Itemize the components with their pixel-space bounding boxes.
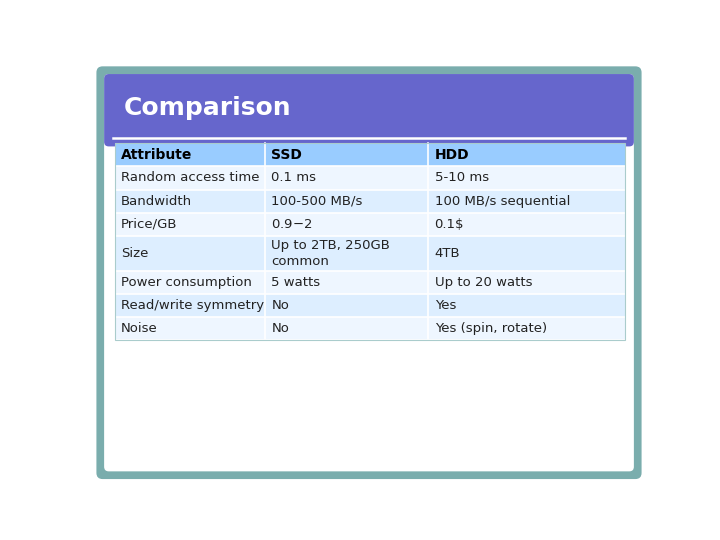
Text: HDD: HDD bbox=[435, 148, 469, 162]
Text: 100 MB/s sequential: 100 MB/s sequential bbox=[435, 194, 570, 207]
Text: 100-500 MB/s: 100-500 MB/s bbox=[271, 194, 363, 207]
FancyBboxPatch shape bbox=[104, 74, 634, 146]
Text: Up to 20 watts: Up to 20 watts bbox=[435, 276, 532, 289]
Text: Yes (spin, rotate): Yes (spin, rotate) bbox=[435, 322, 546, 335]
Text: Price/GB: Price/GB bbox=[121, 218, 178, 231]
Bar bbox=[115, 143, 625, 340]
Text: Power consumption: Power consumption bbox=[121, 276, 252, 289]
Text: No: No bbox=[271, 322, 289, 335]
Bar bbox=[115, 190, 625, 213]
Bar bbox=[115, 236, 625, 271]
Text: No: No bbox=[271, 299, 289, 312]
Bar bbox=[115, 166, 625, 190]
Text: 4TB: 4TB bbox=[435, 247, 460, 260]
Text: Bandwidth: Bandwidth bbox=[121, 194, 192, 207]
Text: Random access time: Random access time bbox=[121, 172, 260, 185]
Text: 0.1 ms: 0.1 ms bbox=[271, 172, 316, 185]
Bar bbox=[109, 126, 629, 142]
Text: Read/write symmetry: Read/write symmetry bbox=[121, 299, 264, 312]
Bar bbox=[115, 294, 625, 318]
FancyBboxPatch shape bbox=[104, 74, 634, 471]
Text: 5 watts: 5 watts bbox=[271, 276, 320, 289]
Bar bbox=[115, 213, 625, 236]
Text: SSD: SSD bbox=[271, 148, 302, 162]
Text: Noise: Noise bbox=[121, 322, 158, 335]
Text: Yes: Yes bbox=[435, 299, 456, 312]
Text: 0.1$: 0.1$ bbox=[435, 218, 464, 231]
FancyBboxPatch shape bbox=[96, 66, 642, 479]
Text: Attribute: Attribute bbox=[121, 148, 192, 162]
Text: Up to 2TB, 250GB
common: Up to 2TB, 250GB common bbox=[271, 239, 390, 268]
Bar bbox=[115, 318, 625, 340]
Text: Comparison: Comparison bbox=[124, 96, 292, 120]
Bar bbox=[115, 143, 625, 166]
Text: 5-10 ms: 5-10 ms bbox=[435, 172, 489, 185]
Text: 0.9$-2$: 0.9$-2$ bbox=[271, 218, 312, 231]
Bar bbox=[115, 271, 625, 294]
Text: Size: Size bbox=[121, 247, 148, 260]
